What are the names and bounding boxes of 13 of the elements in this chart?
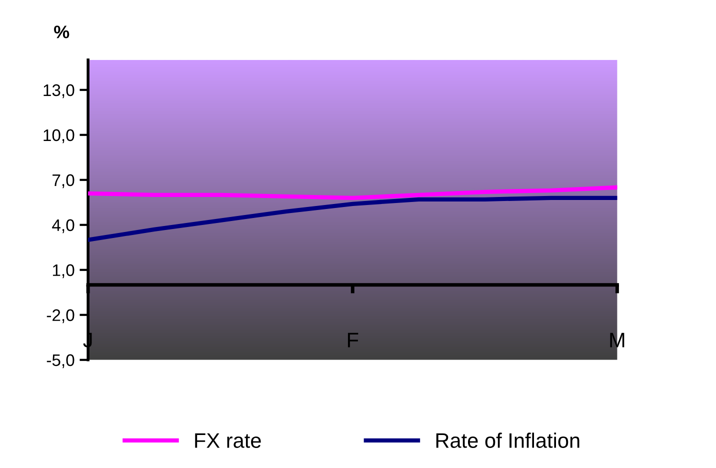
y-tick-label: 7,0 xyxy=(52,174,74,188)
line-series xyxy=(88,185,618,200)
legend-label: Rate of Inflation xyxy=(436,432,580,448)
y-tick-label: 10,0 xyxy=(44,129,74,144)
y-tick-label: 1,0 xyxy=(52,264,74,278)
legend-label: FX rate xyxy=(195,433,261,448)
line-series xyxy=(88,196,618,242)
y-tick-label: -2,0 xyxy=(46,309,74,324)
x-tick-label: F xyxy=(348,332,358,348)
y-tick-label: 4,0 xyxy=(52,219,74,234)
y-tick-label: 13,0 xyxy=(44,84,74,98)
y-axis-title: % xyxy=(54,26,70,38)
y-tick-label: -5,0 xyxy=(46,354,74,368)
